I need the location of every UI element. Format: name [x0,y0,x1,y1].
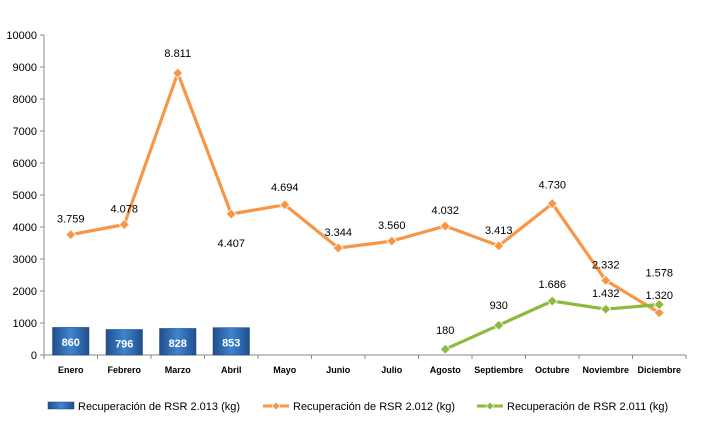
point-value-label: 1.320 [645,290,673,302]
point-value-label: 3.344 [324,227,352,239]
bar-value-label: 828 [169,338,187,350]
series-marker [439,220,451,232]
y-tick-label: 8000 [13,94,37,106]
bar-value-label: 796 [115,338,133,350]
series-marker [172,67,184,79]
series-marker [225,208,237,220]
y-tick-label: 4000 [13,222,37,234]
x-tick-label: Abril [221,365,242,375]
point-value-label: 3.413 [485,225,513,237]
y-tick-label: 1000 [13,318,37,330]
y-tick-label: 5000 [13,190,37,202]
x-tick-label: Mayo [273,365,297,375]
point-value-label: 1.686 [538,279,566,291]
bar [212,327,250,356]
series-marker [600,303,612,315]
point-value-label: 1.578 [645,268,673,280]
legend-marker [271,401,281,411]
series-marker [386,235,398,247]
legend-marker [485,401,495,411]
line-series [65,67,665,355]
point-value-label: 930 [490,300,508,312]
x-tick-label: Octubre [535,365,570,375]
axes: 0 1000 2000 3000 4000 5000 6000 7000 8000 9000 100… [6,30,687,375]
point-value-label: 8.811 [164,48,191,60]
legend-label: Recuperación de RSR 2.011 (kg) [507,401,668,413]
x-tick-label: Febrero [107,365,141,375]
point-value-label: 1.432 [592,288,620,300]
bar [52,327,90,356]
series-line [444,299,660,351]
series-marker [653,307,665,319]
series-marker [118,218,130,231]
x-tick-label: Diciembre [637,365,681,375]
legend: Recuperación de RSR 2.013 (kg) Recuperaci… [47,401,668,413]
bar [105,329,143,356]
series-marker [653,298,665,311]
y-tick-label: 0 [31,350,37,362]
x-tick-label: Junio [326,365,351,375]
x-tick-label: Marzo [165,365,192,375]
point-value-label: 3.560 [378,220,406,232]
legend-label: Recuperación de RSR 2.012 (kg) [293,401,455,413]
series-marker [493,240,505,252]
series-line [70,71,661,315]
x-tick-label: Enero [58,365,84,375]
x-tick-label: Noviembre [582,365,629,375]
bar-value-label: 853 [222,337,240,349]
bar-series: 860 796 828 853 [52,327,250,356]
bar [159,328,197,356]
point-value-label: 4.730 [538,180,566,192]
x-tick-label: Agosto [430,365,461,375]
x-tick-label: Septiembre [474,365,523,375]
y-tick-label: 9000 [13,62,37,74]
y-tick-label: 10000 [6,30,37,42]
series-marker [546,295,558,307]
bar-value-label: 860 [62,337,80,349]
y-tick-label: 6000 [13,158,37,170]
series-marker [439,343,451,355]
point-value-label: 3.759 [57,214,85,226]
series-marker [65,229,77,241]
point-value-label: 4.032 [431,205,459,217]
point-value-label: 4.407 [217,238,245,250]
point-value-label: 180 [436,325,454,337]
data-labels: 3.759 4.078 8.811 4.407 4.694 3.344 3.560 4.032… [57,48,673,337]
point-value-label: 2.332 [592,259,620,271]
series-marker [600,274,612,286]
series-marker [332,242,344,254]
y-tick-label: 7000 [13,126,37,138]
y-tick-label: 3000 [13,254,37,266]
point-value-label: 4.694 [271,182,299,194]
series-marker [493,319,505,331]
y-tick-label: 2000 [13,286,37,298]
series-marker [546,198,558,210]
legend-label: Recuperación de RSR 2.013 (kg) [78,401,240,413]
point-value-label: 4.078 [110,204,138,216]
x-tick-label: Julio [381,365,403,375]
legend-swatch [47,401,75,410]
series-marker [279,199,291,211]
